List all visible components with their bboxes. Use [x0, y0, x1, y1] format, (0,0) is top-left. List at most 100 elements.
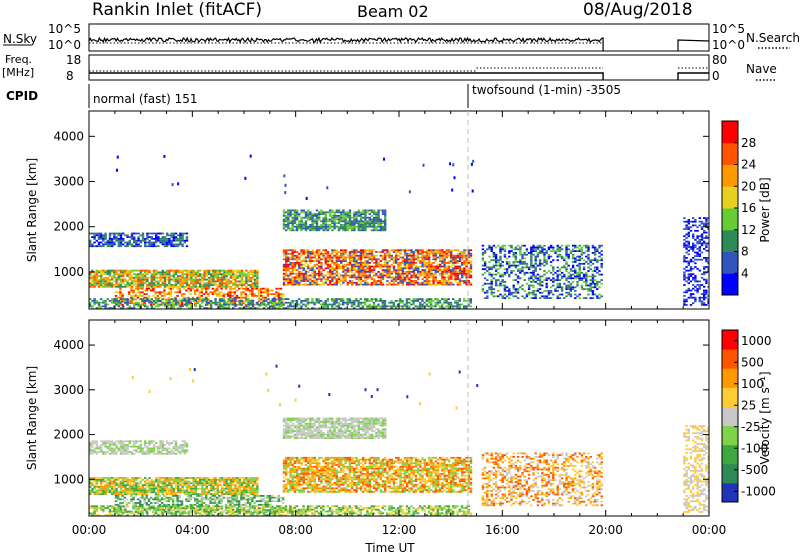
range-cell [144, 303, 147, 306]
range-cell [183, 300, 186, 302]
range-cell [364, 256, 367, 259]
range-cell [591, 281, 595, 283]
range-cell [196, 287, 199, 290]
range-cell [488, 255, 491, 258]
range-cell [384, 213, 387, 215]
range-cell [694, 244, 697, 247]
range-cell [102, 284, 105, 286]
range-cell [124, 449, 127, 452]
range-cell [115, 285, 118, 288]
range-cell [456, 252, 459, 255]
range-cell [456, 305, 459, 308]
range-cell [580, 250, 584, 252]
range-cell [111, 275, 114, 277]
range-cell [152, 275, 156, 277]
range-cell [585, 288, 588, 290]
range-cell [111, 452, 114, 455]
range-cell [465, 265, 468, 268]
range-cell [447, 269, 451, 271]
range-cell [490, 286, 493, 289]
range-cell [331, 220, 334, 223]
range-cell [188, 300, 191, 302]
ytick-label: 3000 [53, 175, 84, 189]
range-cell [541, 246, 544, 249]
range-cell [434, 278, 437, 281]
range-cell [414, 274, 418, 277]
range-cell [134, 293, 137, 295]
range-cell [685, 291, 688, 294]
range-cell [289, 258, 292, 261]
range-cell [216, 293, 219, 295]
range-cell [574, 277, 577, 280]
range-cell [333, 220, 336, 223]
range-cell [549, 271, 553, 274]
range-cell [148, 232, 151, 235]
range-cell [368, 307, 371, 309]
range-cell [233, 287, 236, 290]
range-cell [126, 243, 129, 246]
range-cell [166, 278, 169, 281]
range-cell [547, 246, 551, 249]
range-cell [216, 304, 219, 306]
range-cell [408, 283, 411, 286]
range-cell [696, 287, 699, 290]
range-cell [326, 256, 330, 259]
range-cell [139, 298, 142, 300]
range-cell [266, 295, 269, 297]
range-cell [687, 296, 690, 299]
range-cell [373, 211, 376, 214]
range-cell [523, 257, 526, 260]
range-cell [329, 256, 332, 259]
range-cell [300, 260, 303, 262]
range-cell [104, 301, 107, 304]
range-cell [232, 284, 235, 286]
range-cell [696, 291, 699, 294]
range-cell [687, 235, 690, 238]
range-cell [285, 274, 288, 277]
range-cell [490, 250, 493, 252]
range-cell [300, 224, 303, 226]
range-cell [571, 244, 575, 247]
range-cell [315, 252, 319, 255]
range-cell [113, 269, 116, 272]
range-cell [467, 305, 470, 308]
range-cell [313, 222, 316, 224]
range-cell [159, 276, 162, 279]
range-cell [399, 252, 402, 255]
range-cell [357, 267, 360, 270]
range-cell [558, 297, 562, 299]
range-cell [335, 254, 338, 257]
range-cell [147, 295, 151, 297]
range-cell [467, 276, 470, 279]
range-cell [293, 256, 297, 259]
range-cell [115, 238, 118, 240]
range-cell [170, 245, 173, 248]
range-cell [331, 211, 334, 214]
range-cell [293, 251, 297, 253]
range-cell [190, 280, 193, 283]
range-cell [386, 265, 389, 268]
range-cell [284, 307, 288, 309]
range-cell [547, 297, 551, 299]
range-cell [119, 442, 123, 444]
range-cell [556, 279, 559, 281]
range-cell [425, 303, 428, 306]
range-cell [311, 281, 314, 284]
range-cell [346, 274, 349, 277]
range-cell [543, 259, 546, 262]
range-cell [89, 232, 92, 235]
range-cell [278, 298, 281, 300]
range-cell [359, 307, 362, 309]
range-cell [150, 243, 153, 246]
range-cell [357, 269, 360, 271]
range-cell [432, 269, 435, 271]
range-cell [166, 232, 169, 235]
range-cell [161, 280, 164, 283]
range-cell [512, 262, 515, 265]
range-cell [359, 220, 363, 223]
range-cell [267, 303, 270, 306]
range-cell [523, 266, 526, 269]
range-cell [450, 260, 453, 262]
range-cell [148, 239, 151, 242]
range-cell [683, 246, 686, 248]
